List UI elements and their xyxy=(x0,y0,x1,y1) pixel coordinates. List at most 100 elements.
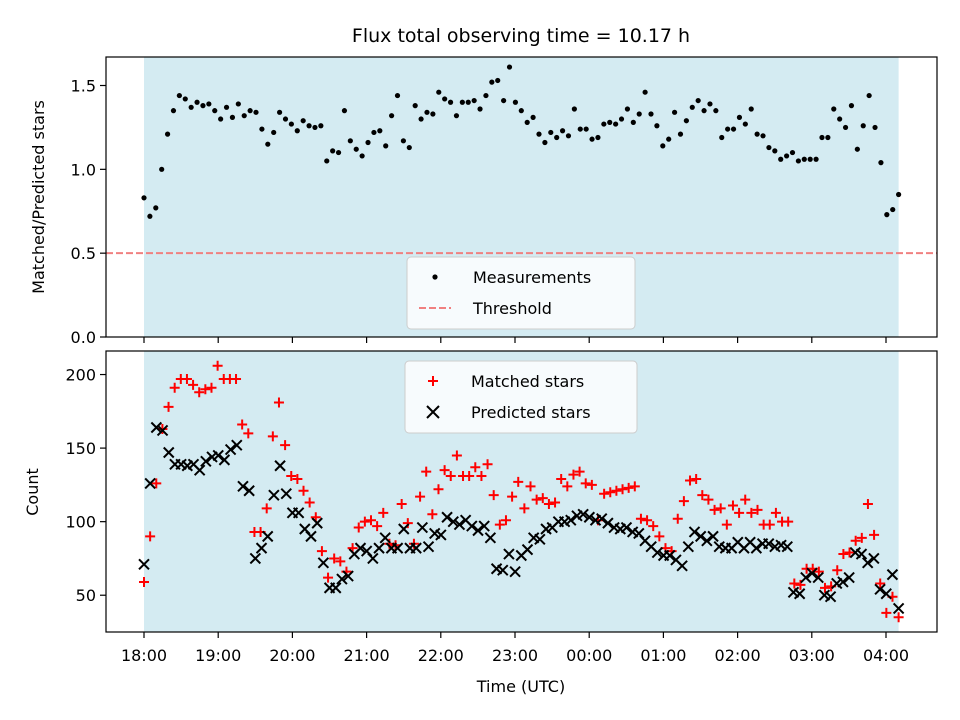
x-tick-label: 02:00 xyxy=(715,646,761,665)
data-point xyxy=(223,104,230,110)
y-tick-label: 200 xyxy=(65,366,96,385)
data-point xyxy=(734,507,745,518)
data-point xyxy=(664,549,676,562)
data-point xyxy=(218,454,231,466)
legend-label: Measurements xyxy=(473,268,591,287)
data-point xyxy=(365,139,371,146)
data-point xyxy=(746,507,757,518)
y-tick-label: 150 xyxy=(65,439,96,458)
data-point xyxy=(193,464,206,476)
legend-label: Predicted stars xyxy=(471,403,591,422)
data-point xyxy=(144,477,156,490)
data-point xyxy=(286,471,297,482)
data-point xyxy=(513,476,524,487)
data-point xyxy=(766,144,772,151)
data-point xyxy=(630,119,636,125)
data-point xyxy=(848,103,855,109)
y-tick-label: 0.0 xyxy=(71,328,96,347)
data-point xyxy=(483,92,489,99)
data-point xyxy=(507,491,518,502)
data-point xyxy=(347,138,353,144)
data-point xyxy=(324,158,330,164)
data-point xyxy=(695,97,701,104)
data-point xyxy=(292,507,305,519)
data-point xyxy=(147,213,153,219)
data-point xyxy=(689,104,695,110)
data-point xyxy=(617,484,628,495)
data-point xyxy=(800,571,812,584)
data-point xyxy=(701,535,713,547)
data-point xyxy=(772,148,778,154)
x-tick-label: 00:00 xyxy=(566,646,612,665)
data-point xyxy=(435,529,447,541)
axes-frame xyxy=(105,350,938,633)
axes-frame xyxy=(105,56,938,338)
panel-counts: 50 100 150 200 18:00 19:00 20:00 21:00 22:00 23:0… xyxy=(65,350,938,665)
data-point xyxy=(884,212,890,218)
data-point xyxy=(400,138,406,144)
x-axis-label: Time (UTC) xyxy=(476,677,565,696)
data-point xyxy=(530,114,536,120)
data-point xyxy=(259,126,265,132)
data-point xyxy=(379,532,391,544)
data-point xyxy=(495,77,501,84)
data-point xyxy=(280,440,291,451)
data-point xyxy=(418,116,424,122)
data-point xyxy=(602,517,614,529)
y-tick-label: 50 xyxy=(76,586,96,605)
data-point xyxy=(367,552,379,565)
data-point xyxy=(562,481,573,492)
data-point xyxy=(629,481,640,492)
data-point xyxy=(430,111,436,117)
data-point xyxy=(586,479,597,490)
data-point xyxy=(466,520,478,532)
data-point xyxy=(273,397,284,408)
data-point xyxy=(850,535,861,546)
data-point xyxy=(268,489,280,501)
data-point xyxy=(330,582,342,594)
data-point xyxy=(212,360,223,371)
data-point xyxy=(436,89,442,95)
data-point xyxy=(613,121,619,127)
data-point xyxy=(559,128,566,134)
data-point xyxy=(730,126,737,132)
data-point xyxy=(306,123,312,129)
data-point xyxy=(577,126,583,132)
data-point xyxy=(685,475,696,486)
data-point xyxy=(554,134,560,141)
data-point xyxy=(477,106,483,112)
data-point xyxy=(336,573,348,585)
data-point xyxy=(878,160,884,166)
data-point xyxy=(750,542,763,554)
data-point xyxy=(819,582,830,593)
data-point xyxy=(601,121,607,127)
data-point xyxy=(500,515,511,526)
y-tick-label: 0.5 xyxy=(71,244,96,263)
data-point xyxy=(605,487,616,498)
data-point xyxy=(265,141,271,147)
data-point xyxy=(677,131,684,137)
data-point xyxy=(194,387,205,398)
data-point xyxy=(666,136,672,142)
data-point xyxy=(568,469,579,480)
data-point xyxy=(288,121,294,127)
legend-marker xyxy=(428,376,438,386)
x-tick-label: 23:00 xyxy=(492,646,538,665)
data-point xyxy=(861,557,874,569)
data-point xyxy=(372,521,383,532)
data-point xyxy=(453,518,466,531)
data-point xyxy=(378,507,389,518)
data-point xyxy=(145,531,156,542)
data-point xyxy=(856,532,867,543)
data-point xyxy=(518,108,524,114)
x-tick-label: 19:00 xyxy=(195,646,241,665)
data-point xyxy=(651,546,664,559)
data-point xyxy=(683,118,689,124)
data-point xyxy=(854,146,860,152)
data-point xyxy=(335,556,346,567)
data-point xyxy=(389,113,395,119)
data-point xyxy=(618,116,625,122)
data-point xyxy=(742,121,748,127)
data-point xyxy=(832,565,843,576)
data-point xyxy=(819,134,825,141)
